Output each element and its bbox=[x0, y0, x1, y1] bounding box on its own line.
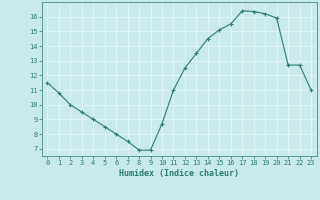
X-axis label: Humidex (Indice chaleur): Humidex (Indice chaleur) bbox=[119, 169, 239, 178]
